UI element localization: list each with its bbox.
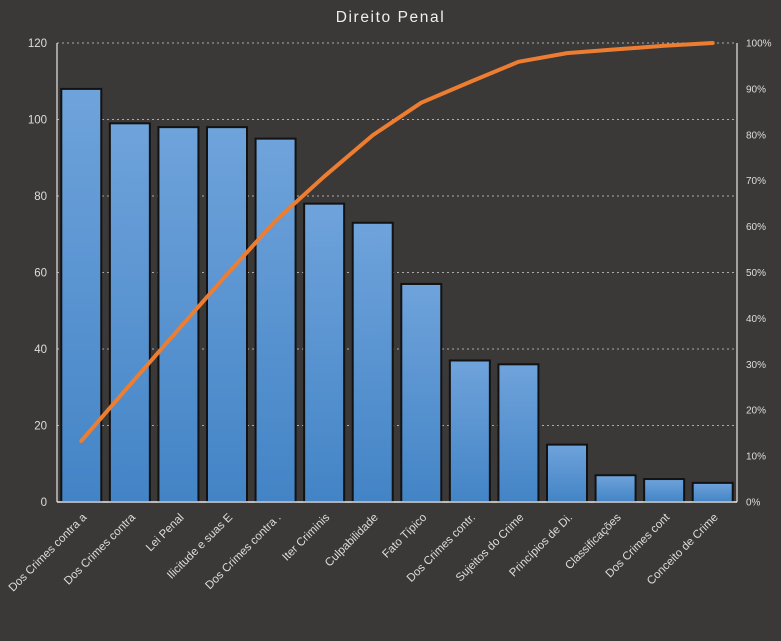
right-axis-tick-label: 30%	[746, 360, 766, 371]
right-axis-tick-label: 20%	[746, 406, 766, 417]
bar	[497, 363, 540, 503]
bar	[691, 481, 734, 503]
bar	[254, 137, 297, 503]
right-axis-tick-label: 0%	[746, 498, 761, 509]
bar	[60, 87, 103, 504]
left-axis-tick-label: 40	[34, 344, 47, 356]
bar	[206, 126, 248, 504]
right-axis-tick-label: 100%	[746, 39, 772, 50]
right-axis-tick-label: 50%	[746, 268, 766, 279]
right-axis-tick-label: 10%	[746, 452, 766, 463]
left-axis-tick-label: 100	[28, 115, 47, 127]
left-axis-tick-label: 20	[34, 421, 47, 433]
right-axis-tick-label: 70%	[746, 176, 766, 187]
bar	[108, 122, 151, 503]
left-axis-tick-label: 120	[28, 38, 47, 50]
category-label: Dos Crimes contra a	[7, 511, 90, 594]
right-axis-tick-label: 40%	[746, 314, 766, 325]
category-label: Iter Criminis	[280, 511, 332, 563]
bar	[303, 202, 346, 503]
bar	[546, 443, 588, 503]
left-axis-tick-label: 0	[41, 497, 47, 509]
bar	[400, 282, 443, 503]
category-label: Lei Penal	[144, 512, 186, 554]
bar	[448, 359, 491, 503]
left-axis-tick-label: 60	[34, 268, 47, 280]
chart-title: Direito Penal	[335, 9, 446, 26]
right-axis-tick-label: 80%	[746, 130, 766, 141]
bar	[594, 474, 637, 504]
bar	[643, 478, 686, 503]
right-axis-tick-label: 90%	[746, 84, 766, 95]
right-axis-tick-label: 60%	[746, 222, 766, 233]
bar	[351, 221, 394, 503]
category-label: Fato Típico	[380, 512, 429, 561]
left-axis-tick-label: 80	[34, 191, 47, 203]
cumulative-line	[79, 41, 715, 443]
